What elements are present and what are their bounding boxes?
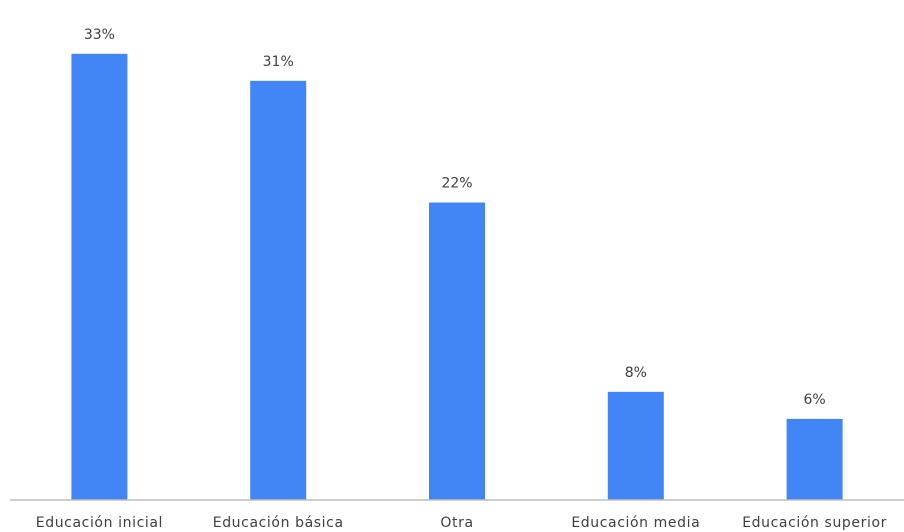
category-labels-group: Educación inicial Educación básica Otra Edu… xyxy=(36,515,887,531)
bar-3 xyxy=(607,391,664,500)
bars-group xyxy=(71,53,843,501)
category-label-1: Educación básica xyxy=(213,515,344,531)
bar-4 xyxy=(786,418,843,500)
data-label-2: 22% xyxy=(441,176,472,192)
category-label-0: Educación inicial xyxy=(36,515,163,531)
bar-0 xyxy=(71,53,128,500)
bar-1 xyxy=(250,80,307,501)
data-labels-group: 33% 31% 22% 8% 6% xyxy=(84,27,826,408)
category-label-3: Educación media xyxy=(571,515,700,531)
category-label-2: Otra xyxy=(440,515,473,531)
bar-2 xyxy=(429,202,485,500)
data-label-1: 31% xyxy=(263,54,294,70)
data-label-4: 6% xyxy=(803,392,825,408)
data-label-3: 8% xyxy=(625,365,647,381)
category-label-4: Educación superior xyxy=(742,515,887,531)
data-label-0: 33% xyxy=(84,27,115,43)
